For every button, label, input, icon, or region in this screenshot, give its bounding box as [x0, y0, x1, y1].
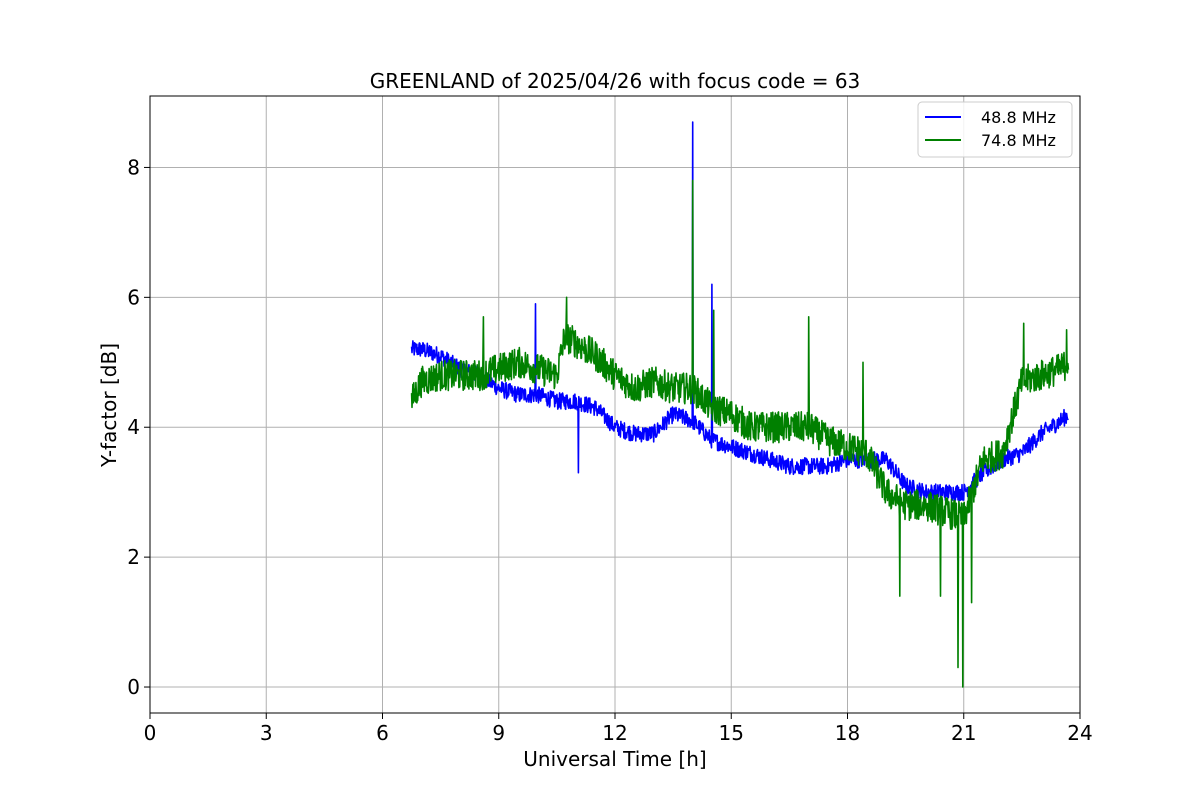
x-tick-label: 21	[951, 721, 976, 745]
x-tick-label: 12	[602, 721, 627, 745]
series-layer	[410, 121, 1070, 688]
grid	[149, 96, 1081, 713]
y-axis: 0 2 4 6 8	[127, 155, 150, 699]
y-tick-label: 0	[127, 675, 140, 699]
x-axis: 0 3 6 9 12 15 18 21 24	[144, 713, 1093, 745]
x-tick-label: 3	[260, 721, 273, 745]
x-tick-label: 6	[376, 721, 389, 745]
series-line-48-8	[410, 121, 1069, 502]
chart-title: GREENLAND of 2025/04/26 with focus code …	[370, 69, 861, 93]
y-tick-label: 4	[127, 415, 140, 439]
x-tick-label: 0	[144, 721, 157, 745]
series-line-74-8	[410, 179, 1070, 688]
legend-label-48-8: 48.8 MHz	[981, 108, 1056, 127]
legend-label-74-8: 74.8 MHz	[981, 131, 1056, 150]
legend-box	[917, 101, 1073, 158]
x-tick-label: 24	[1067, 721, 1092, 745]
y-tick-label: 6	[127, 285, 140, 309]
x-tick-label: 9	[492, 721, 505, 745]
x-tick-label: 18	[835, 721, 860, 745]
legend: 48.8 MHz 74.8 MHz	[917, 101, 1073, 158]
y-tick-label: 2	[127, 545, 140, 569]
y-tick-label: 8	[127, 155, 140, 179]
x-axis-label: Universal Time [h]	[523, 747, 706, 771]
x-tick-label: 15	[719, 721, 744, 745]
y-axis-label: Y-factor [dB]	[97, 343, 121, 468]
